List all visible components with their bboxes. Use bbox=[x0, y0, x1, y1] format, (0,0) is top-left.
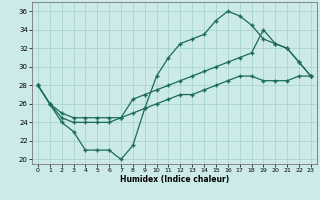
X-axis label: Humidex (Indice chaleur): Humidex (Indice chaleur) bbox=[120, 175, 229, 184]
